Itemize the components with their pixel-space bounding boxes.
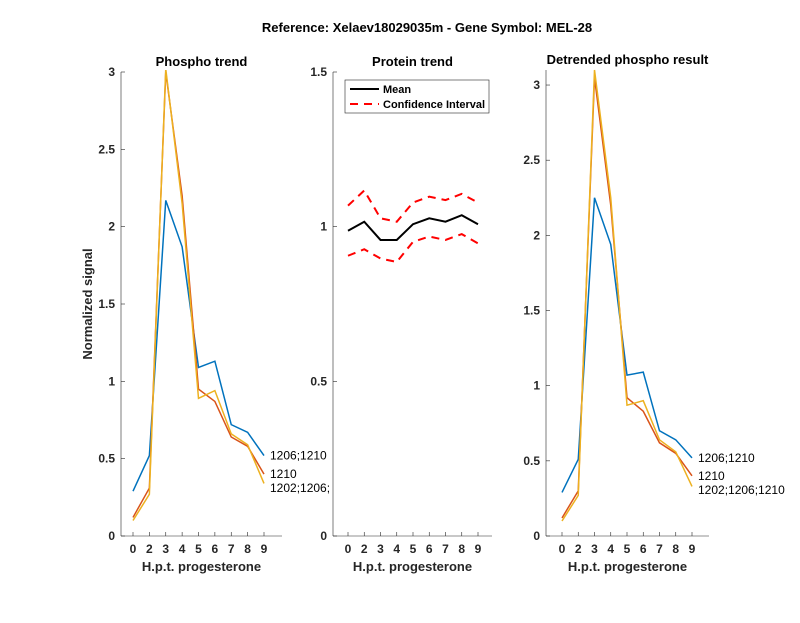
x-tick-label: 3 xyxy=(591,542,598,556)
y-tick-label: 0 xyxy=(108,529,115,543)
x-axis-label: H.p.t. progesterone xyxy=(142,559,261,574)
y-tick-label: 1 xyxy=(108,374,115,388)
y-tick-label: 1.5 xyxy=(310,65,327,79)
series-line-2 xyxy=(561,77,693,519)
series-line-2 xyxy=(132,71,265,518)
y-tick-label: 3 xyxy=(533,78,540,92)
y-tick-label: 0 xyxy=(320,529,327,543)
x-tick-label: 0 xyxy=(345,542,352,556)
x-tick-label: 5 xyxy=(624,542,631,556)
y-tick-label: 3 xyxy=(108,65,115,79)
x-tick-label: 4 xyxy=(179,542,186,556)
legend-entry: Mean xyxy=(383,84,411,96)
x-tick-label: 8 xyxy=(458,542,465,556)
y-tick-label: 0.5 xyxy=(523,454,540,468)
y-tick-label: 1.5 xyxy=(98,297,115,311)
x-tick-label: 6 xyxy=(426,542,433,556)
x-tick-label: 4 xyxy=(607,542,614,556)
series-line-1 xyxy=(561,197,693,493)
y-tick-label: 2 xyxy=(108,220,115,234)
y-tick-label: 2.5 xyxy=(98,142,115,156)
x-tick-label: 7 xyxy=(656,542,663,556)
figure-title: Reference: Xelaev18029035m - Gene Symbol… xyxy=(262,20,592,35)
y-tick-label: 0.5 xyxy=(98,452,115,466)
y-tick-label: 1 xyxy=(533,379,540,393)
x-tick-label: 0 xyxy=(559,542,566,556)
x-tick-label: 7 xyxy=(228,542,235,556)
x-tick-label: 9 xyxy=(475,542,482,556)
x-tick-label: 3 xyxy=(162,542,169,556)
series-label: 1210 xyxy=(270,467,297,481)
panel-title: Phospho trend xyxy=(156,54,248,69)
series-label: 1206;1210 xyxy=(270,449,327,463)
x-tick-label: 2 xyxy=(575,542,582,556)
x-axis-label: H.p.t. progesterone xyxy=(353,559,472,574)
series-line-3 xyxy=(132,70,265,521)
x-tick-label: 5 xyxy=(410,542,417,556)
x-tick-label: 9 xyxy=(689,542,696,556)
series-line-1 xyxy=(132,200,265,492)
series-line-3 xyxy=(561,69,693,522)
x-tick-label: 9 xyxy=(261,542,268,556)
series-label: 1202;1206;1210 xyxy=(698,483,785,497)
series-label: 1206;1210 xyxy=(698,451,755,465)
x-tick-label: 2 xyxy=(146,542,153,556)
x-tick-label: 2 xyxy=(361,542,368,556)
series-line-1 xyxy=(347,214,479,241)
series-line-2 xyxy=(347,188,479,223)
y-tick-label: 1 xyxy=(320,220,327,234)
panel-title: Protein trend xyxy=(372,54,453,69)
x-tick-label: 3 xyxy=(377,542,384,556)
x-tick-label: 8 xyxy=(672,542,679,556)
series-label: 1210 xyxy=(698,469,725,483)
y-tick-label: 0 xyxy=(533,529,540,543)
x-tick-label: 4 xyxy=(393,542,400,556)
legend: Mean Confidence Interval xyxy=(344,79,490,114)
y-tick-label: 0.5 xyxy=(310,374,327,388)
x-tick-label: 8 xyxy=(244,542,251,556)
y-tick-label: 2.5 xyxy=(523,153,540,167)
x-tick-label: 7 xyxy=(442,542,449,556)
x-tick-label: 6 xyxy=(212,542,219,556)
panel-title: Detrended phospho result xyxy=(547,52,709,67)
x-axis-label: H.p.t. progesterone xyxy=(568,559,687,574)
x-tick-label: 5 xyxy=(195,542,202,556)
legend-entry: Confidence Interval xyxy=(383,99,485,111)
y-axis-label: Normalized signal xyxy=(80,248,95,359)
y-tick-label: 2 xyxy=(533,228,540,242)
x-tick-label: 6 xyxy=(640,542,647,556)
y-tick-label: 1.5 xyxy=(523,304,540,318)
series-label: 1202;1206;1210 xyxy=(270,481,357,495)
x-tick-label: 0 xyxy=(130,542,137,556)
series-line-3 xyxy=(347,232,479,264)
